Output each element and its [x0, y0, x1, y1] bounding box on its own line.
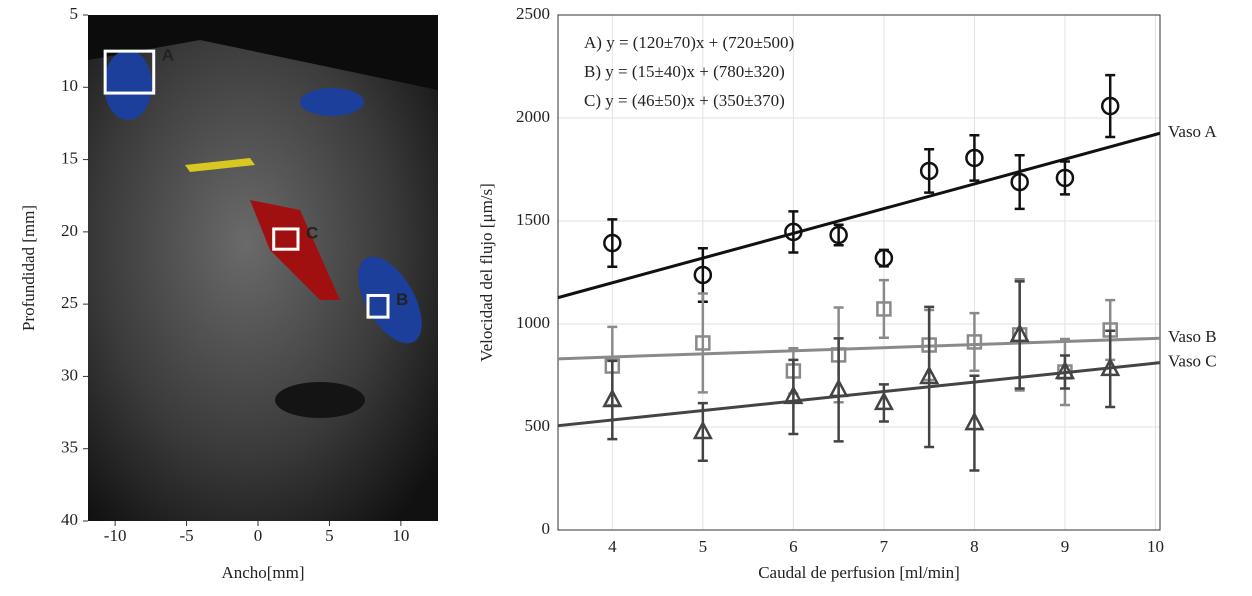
x-tick-label: 8 — [970, 537, 979, 556]
point — [1009, 323, 1030, 343]
y-tick-label: 0 — [542, 519, 551, 538]
x-tick-label: 7 — [880, 537, 889, 556]
point — [1100, 357, 1121, 377]
plot-frame — [557, 14, 1161, 531]
error-bar — [878, 248, 889, 268]
y-tick-label: 20 — [61, 221, 78, 240]
fit-equation: C) y = (46±50)x + (350±370) — [584, 91, 785, 110]
fit-line — [557, 131, 1161, 300]
y-axis-label: Velocidad del flujo [μm/s] — [477, 183, 496, 362]
y-tick-label: 500 — [525, 416, 551, 435]
point — [1055, 168, 1075, 188]
region-box — [366, 293, 390, 319]
image-axes: -10 -5 0 5 10 5 10 15 20 25 30 35 40 Ancho[mm] Profund… — [19, 4, 409, 582]
region-box — [103, 49, 156, 95]
y-tick-label: 25 — [61, 293, 78, 312]
error-bar — [697, 401, 708, 463]
x-tick-label: 4 — [608, 537, 617, 556]
y-tick-label: 1000 — [516, 313, 550, 332]
y-tick-label: 35 — [61, 438, 78, 457]
y-tick-label: 2500 — [516, 4, 550, 23]
series-label: Vaso B — [1168, 327, 1217, 346]
x-tick-label: 10 — [1147, 537, 1164, 556]
point — [603, 233, 622, 253]
region-label: A — [162, 46, 174, 65]
point — [965, 148, 984, 168]
image-flow-blob — [104, 50, 152, 120]
point — [692, 420, 713, 440]
point — [828, 378, 849, 398]
error-bar — [607, 218, 618, 268]
error-bar — [1059, 160, 1070, 196]
point — [876, 301, 892, 317]
error-bar — [697, 292, 708, 394]
error-bar — [924, 305, 935, 449]
error-bar — [788, 210, 799, 254]
point — [919, 161, 939, 181]
image-dark-region — [88, 15, 438, 90]
y-tick-label: 1500 — [516, 210, 550, 229]
x-tick-label: 5 — [699, 537, 708, 556]
y-axis-label: Profundidad [mm] — [19, 205, 38, 331]
x-tick-label: -5 — [179, 526, 193, 545]
series-label: Vaso A — [1168, 122, 1217, 141]
error-bar — [607, 359, 618, 441]
ultrasound-image — [88, 15, 438, 521]
point — [1054, 360, 1076, 380]
point — [874, 248, 894, 268]
fit-equation: B) y = (15±40)x + (780±320) — [584, 62, 785, 81]
error-bar — [969, 374, 980, 472]
image-flow-blob — [300, 88, 364, 116]
point — [602, 388, 623, 408]
point — [966, 334, 983, 350]
scatter-chart: 4 5 6 7 8 9 10 0 500 1000 1500 2000 2500 Caudal de pe… — [477, 4, 1217, 582]
image-flow-blob — [358, 256, 422, 344]
x-axis-label: Ancho[mm] — [221, 563, 304, 582]
error-bar — [969, 311, 980, 373]
x-axis-label: Caudal de perfusion [ml/min] — [758, 563, 960, 582]
y-tick-label: 15 — [61, 148, 78, 167]
image-shadow — [275, 382, 365, 418]
point — [919, 365, 940, 385]
y-tick-label: 10 — [61, 76, 78, 95]
region-label: B — [396, 290, 408, 309]
y-tick-label: 5 — [70, 4, 79, 23]
point — [695, 335, 711, 351]
y-tick-label: 40 — [61, 510, 78, 529]
error-bar — [878, 383, 889, 423]
x-tick-label: 10 — [392, 526, 409, 545]
error-bar — [1105, 73, 1116, 139]
point — [964, 411, 985, 431]
x-tick-label: -10 — [104, 526, 127, 545]
error-bar — [1014, 154, 1025, 211]
series-label: Vaso C — [1168, 352, 1217, 371]
point — [784, 222, 803, 242]
error-bar — [878, 278, 889, 340]
point — [829, 225, 848, 245]
region-label: C — [306, 223, 318, 242]
x-tick-label: 0 — [254, 526, 263, 545]
image-flow-blob — [185, 158, 255, 172]
point — [693, 265, 713, 285]
point — [873, 391, 894, 411]
error-bar — [788, 358, 799, 436]
y-tick-label: 30 — [61, 365, 78, 384]
error-bar — [924, 148, 935, 194]
point — [1010, 172, 1029, 192]
point — [1100, 96, 1120, 116]
error-bar — [1014, 280, 1025, 390]
x-tick-label: 5 — [325, 526, 334, 545]
x-tick-label: 6 — [789, 537, 798, 556]
fit-line — [557, 336, 1161, 361]
error-bar — [969, 134, 980, 182]
region-box — [272, 227, 300, 251]
point — [783, 385, 804, 405]
y-tick-label: 2000 — [516, 107, 550, 126]
error-bar — [833, 337, 844, 443]
fit-equation: A) y = (120±70)x + (720±500) — [584, 33, 794, 52]
x-tick-label: 9 — [1061, 537, 1070, 556]
error-bar — [1105, 329, 1116, 409]
